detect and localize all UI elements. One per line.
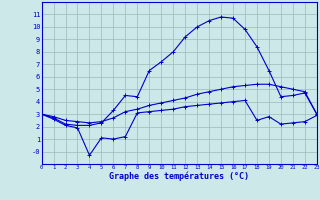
X-axis label: Graphe des températures (°C): Graphe des températures (°C)	[109, 172, 249, 181]
